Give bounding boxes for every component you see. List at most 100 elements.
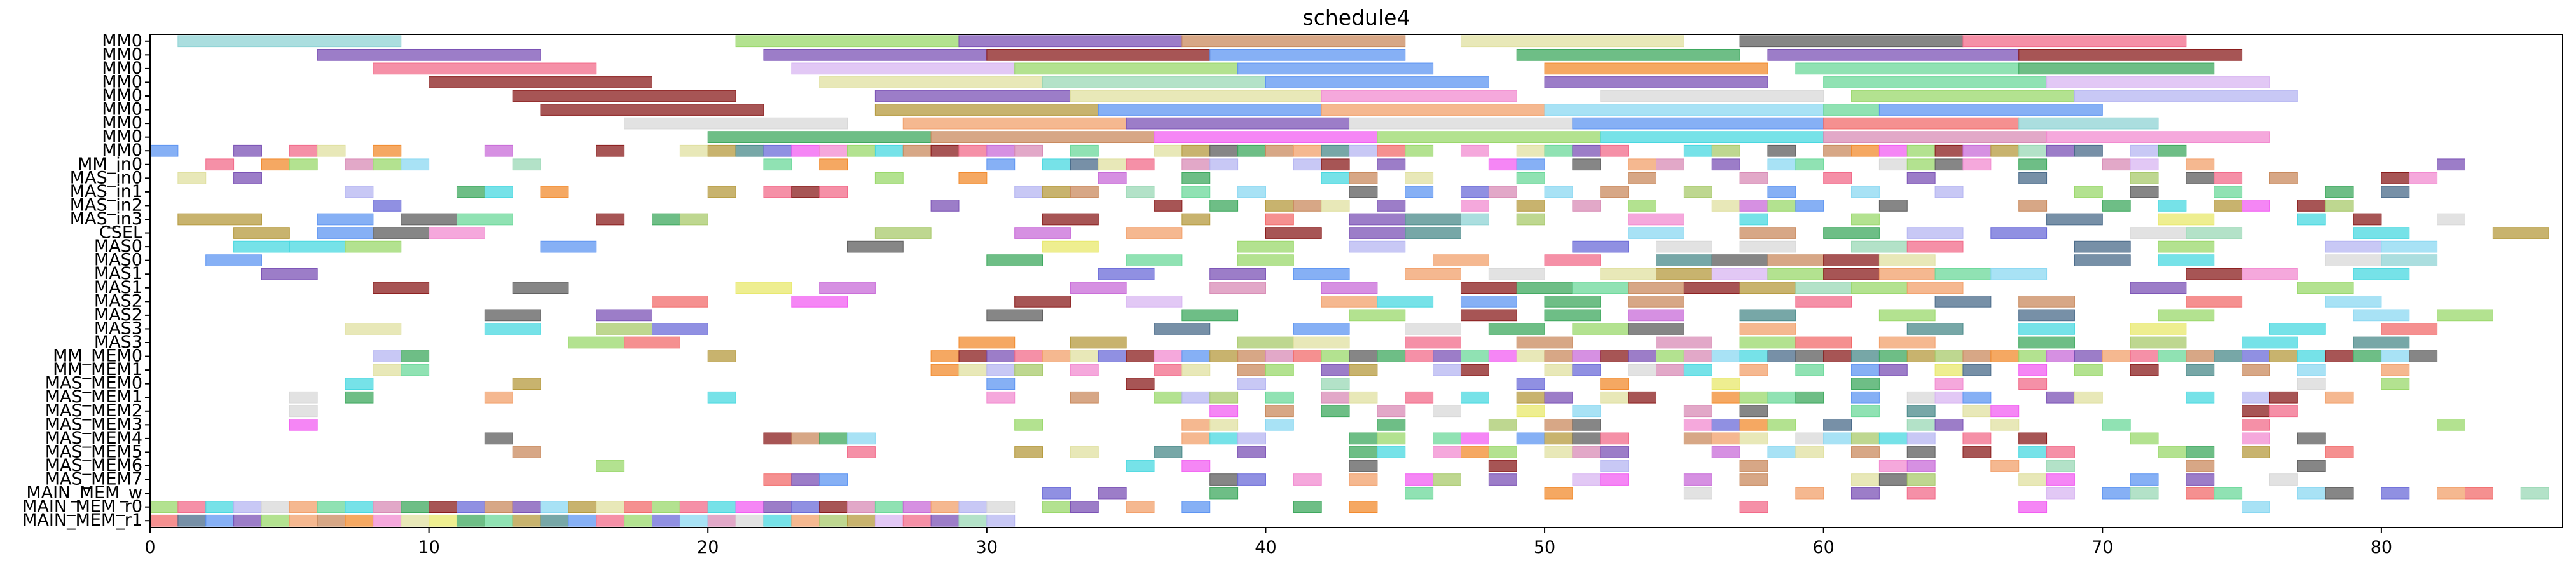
gantt-bar (2186, 172, 2215, 184)
gantt-bar (1544, 295, 1601, 308)
gantt-bar (1349, 391, 1378, 404)
y-tick-label: MAIN_MEM_r1 (22, 510, 142, 530)
gantt-bar (2102, 158, 2131, 171)
gantt-bar (373, 62, 597, 75)
y-axis: MM0MM0MM0MM0MM0MM0MM0MM0MM0MM_in0MAS_in0… (22, 31, 150, 530)
gantt-bar (1711, 418, 1740, 431)
gantt-bar (1878, 268, 1936, 280)
gantt-bar (1237, 350, 1266, 362)
gantt-bar (847, 514, 876, 527)
gantt-bar (2158, 200, 2187, 212)
gantt-bar (1851, 350, 1880, 362)
gantt-bar (1070, 90, 1322, 102)
gantt-bar (2018, 432, 2048, 445)
gantt-bar (2381, 240, 2438, 253)
gantt-bar (512, 446, 541, 458)
gantt-bar (1962, 446, 1992, 458)
gantt-bar (1851, 378, 1880, 390)
gantt-bar (401, 158, 430, 171)
gantt-bar (874, 227, 932, 239)
gantt-bar (2018, 62, 2215, 75)
gantt-bar (1154, 323, 1211, 335)
gantt-bar (958, 144, 988, 157)
gantt-bar (1349, 227, 1406, 239)
gantt-bar (2214, 172, 2243, 184)
gantt-bar (1433, 350, 1461, 362)
gantt-bar (2186, 227, 2243, 239)
gantt-bar (317, 227, 374, 239)
gantt-bar (1628, 295, 1684, 308)
gantt-bar (2437, 309, 2493, 322)
gantt-bar (958, 501, 988, 514)
gantt-bar (679, 514, 708, 527)
gantt-bar (624, 336, 680, 349)
gantt-bar (1767, 446, 1796, 458)
gantt-bar (1851, 432, 1880, 445)
gantt-bar (289, 144, 318, 157)
gantt-bar (1126, 378, 1155, 390)
gantt-bar (1098, 158, 1127, 171)
gantt-bar (2381, 364, 2410, 376)
gantt-bar (1683, 364, 1712, 376)
gantt-bar (1460, 446, 1489, 458)
gantt-bar (2297, 200, 2326, 212)
gantt-bar (763, 473, 792, 486)
gantt-bar (1349, 501, 1378, 514)
gantt-bar (902, 144, 932, 157)
gantt-bar (1739, 473, 1768, 486)
gantt-bar (1209, 350, 1239, 362)
gantt-bar (1349, 473, 1378, 486)
gantt-bar (1237, 432, 1266, 445)
gantt-bar (1377, 144, 1406, 157)
gantt-bar (1516, 391, 1545, 404)
gantt-bar (1739, 364, 1768, 376)
gantt-bar (1851, 473, 1880, 486)
gantt-bar (2018, 172, 2048, 184)
gantt-bar (345, 240, 402, 253)
gantt-bar (2046, 473, 2075, 486)
x-tick-label: 80 (2371, 538, 2392, 557)
gantt-bar (819, 501, 848, 514)
gantt-bar (1739, 418, 1768, 431)
gantt-bar (652, 514, 680, 527)
gantt-bar (373, 364, 402, 376)
gantt-bar (1656, 240, 1712, 253)
gantt-bar (986, 514, 1016, 527)
gantt-bar (2130, 473, 2159, 486)
gantt-bar (2269, 350, 2298, 362)
gantt-bar (289, 501, 318, 514)
y-tick-label: MAS_MEM2 (45, 401, 142, 421)
gantt-bar (2437, 418, 2465, 431)
gantt-bar (707, 350, 736, 362)
gantt-bar (2381, 254, 2438, 267)
gantt-bar (819, 473, 848, 486)
gantt-bar (1349, 432, 1378, 445)
gantt-bar (1154, 350, 1183, 362)
gantt-bar (1600, 391, 1629, 404)
gantt-bar (540, 240, 597, 253)
gantt-bar (902, 117, 1127, 130)
gantt-bar (1990, 268, 2048, 280)
gantt-bar (958, 364, 988, 376)
gantt-bar (847, 432, 876, 445)
gantt-bar (1488, 446, 1517, 458)
gantt-bar (1823, 350, 1852, 362)
gantt-bar (317, 48, 541, 61)
gantt-bar (930, 514, 960, 527)
gantt-bar (345, 391, 374, 404)
gantt-bar (986, 364, 1016, 376)
gantt-bar (1209, 200, 1239, 212)
gantt-bar (484, 309, 541, 322)
gantt-bar (958, 514, 988, 527)
gantt-bar (2353, 213, 2382, 226)
gantt-bar (289, 514, 318, 527)
gantt-bar (568, 336, 625, 349)
gantt-bar (1934, 158, 1964, 171)
gantt-bar (1265, 213, 1294, 226)
gantt-bar (261, 268, 318, 280)
gantt-bar (401, 213, 457, 226)
gantt-bar (1795, 487, 1824, 500)
gantt-bar (735, 35, 960, 48)
y-tick-label: CSEL (99, 223, 142, 243)
gantt-bar (2186, 350, 2215, 362)
